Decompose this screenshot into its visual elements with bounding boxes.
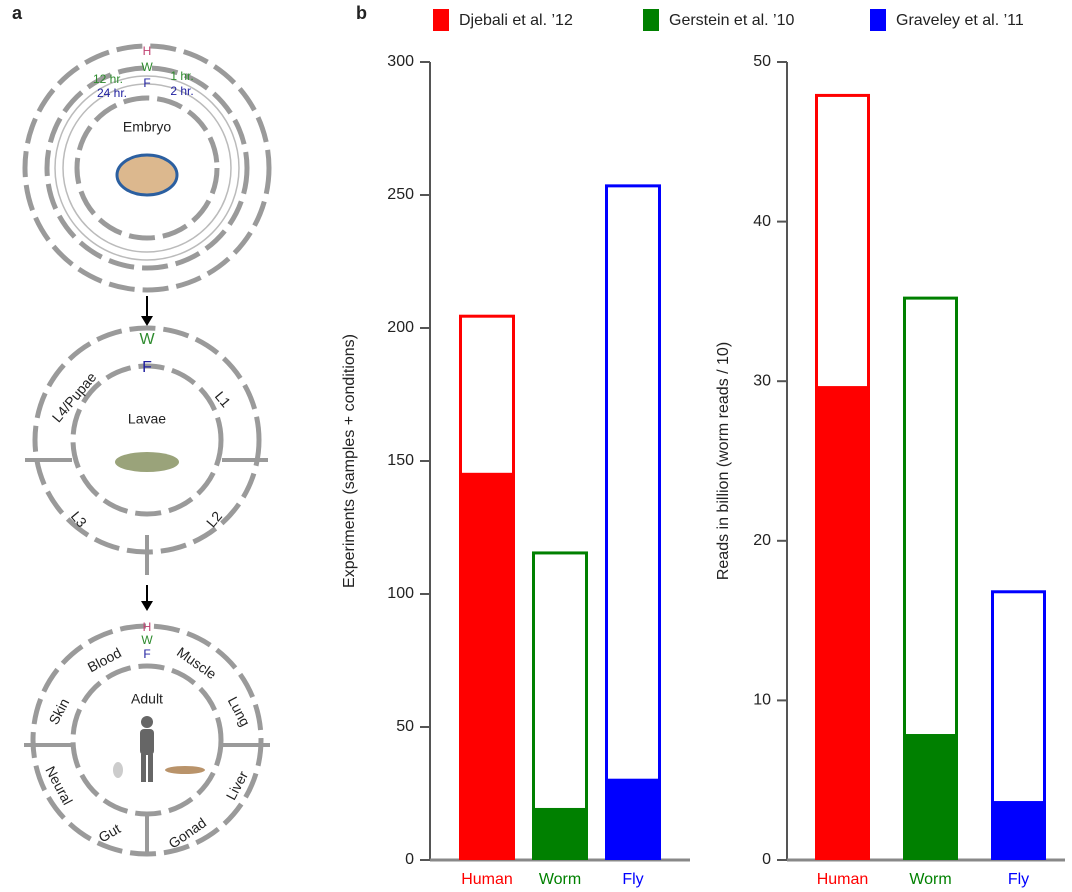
human-figure xyxy=(140,716,154,782)
legend-label: Djebali et al. ’12 xyxy=(459,12,573,29)
time-label: 1 hr. xyxy=(170,69,193,83)
y-tick-label: 250 xyxy=(387,186,414,203)
f-label: F xyxy=(143,76,150,90)
bar-outline-segment xyxy=(532,551,588,811)
y-tick-label: 30 xyxy=(753,372,771,389)
h-label: H xyxy=(143,44,152,58)
x-tick-label: Human xyxy=(461,871,513,888)
y-tick-label: 40 xyxy=(753,213,771,230)
worm xyxy=(165,766,205,774)
x-tick-label: Worm xyxy=(909,871,951,888)
legend-label: Gerstein et al. ’10 xyxy=(669,12,795,29)
arrow-head xyxy=(141,601,153,611)
legend-swatch xyxy=(643,9,659,31)
arrow-head xyxy=(141,316,153,326)
legend-swatch xyxy=(870,9,886,31)
ring xyxy=(62,83,232,253)
tissue-label: Neural xyxy=(42,763,75,807)
x-tick-label: Human xyxy=(817,871,869,888)
w-label: W xyxy=(141,60,153,74)
tissue-label: Lung xyxy=(225,694,254,729)
legend-label: Graveley et al. ’11 xyxy=(896,12,1024,29)
y-tick-label: 50 xyxy=(396,718,414,735)
bar-outline-segment xyxy=(815,93,870,390)
bar-segment xyxy=(991,802,1046,860)
time-label: 24 hr. xyxy=(97,86,127,100)
stage-label: L2 xyxy=(203,508,225,530)
w-label: W xyxy=(141,633,153,647)
y-tick-label: 50 xyxy=(753,53,771,70)
larva xyxy=(115,452,179,472)
ring xyxy=(74,95,220,241)
legend-swatch xyxy=(433,9,449,31)
panel-a: a H W F 12 hr. 24 hr. 1 hr. 2 hr. Embryo… xyxy=(12,3,272,857)
y-axis-label: Experiments (samples + conditions) xyxy=(341,334,358,588)
bar-segment xyxy=(532,809,588,860)
egg xyxy=(115,153,179,197)
y-tick-label: 0 xyxy=(762,851,771,868)
f-label: F xyxy=(143,647,150,661)
bar-outline-segment xyxy=(605,184,661,782)
stage-title: Embryo xyxy=(123,119,171,135)
stage-title: Adult xyxy=(131,691,163,707)
y-tick-label: 100 xyxy=(387,585,414,602)
panel-label: a xyxy=(12,3,23,23)
fly xyxy=(113,762,123,778)
f-label: F xyxy=(142,359,152,376)
panel-label: b xyxy=(356,3,367,23)
ring xyxy=(70,663,224,817)
y-tick-label: 0 xyxy=(405,851,414,868)
y-tick-label: 20 xyxy=(753,532,771,549)
bar-segment xyxy=(903,735,958,860)
stage-label: L3 xyxy=(68,508,90,530)
stage-title: Lavae xyxy=(128,411,166,427)
y-tick-label: 10 xyxy=(753,692,771,709)
h-label: H xyxy=(143,620,152,634)
x-tick-label: Worm xyxy=(539,871,581,888)
time-label: 2 hr. xyxy=(170,84,193,98)
x-tick-label: Fly xyxy=(622,871,643,888)
bar-segment xyxy=(605,780,661,860)
y-tick-label: 200 xyxy=(387,319,414,336)
y-tick-label: 300 xyxy=(387,53,414,70)
time-label: 12 hr. xyxy=(93,72,123,86)
bar-outline-segment xyxy=(991,590,1046,805)
bar-segment xyxy=(459,474,515,860)
y-tick-label: 150 xyxy=(387,452,414,469)
bar-outline-segment xyxy=(903,296,958,738)
y-axis-label: Reads in billion (worm reads / 10) xyxy=(715,342,732,580)
ring xyxy=(22,43,272,293)
tissue-label: Skin xyxy=(45,696,72,728)
ring xyxy=(70,363,224,517)
bar-segment xyxy=(815,387,870,860)
bar-outline-segment xyxy=(459,314,515,476)
x-tick-label: Fly xyxy=(1008,871,1029,888)
w-label: W xyxy=(139,331,155,348)
ring xyxy=(44,65,250,271)
ring xyxy=(54,75,240,261)
